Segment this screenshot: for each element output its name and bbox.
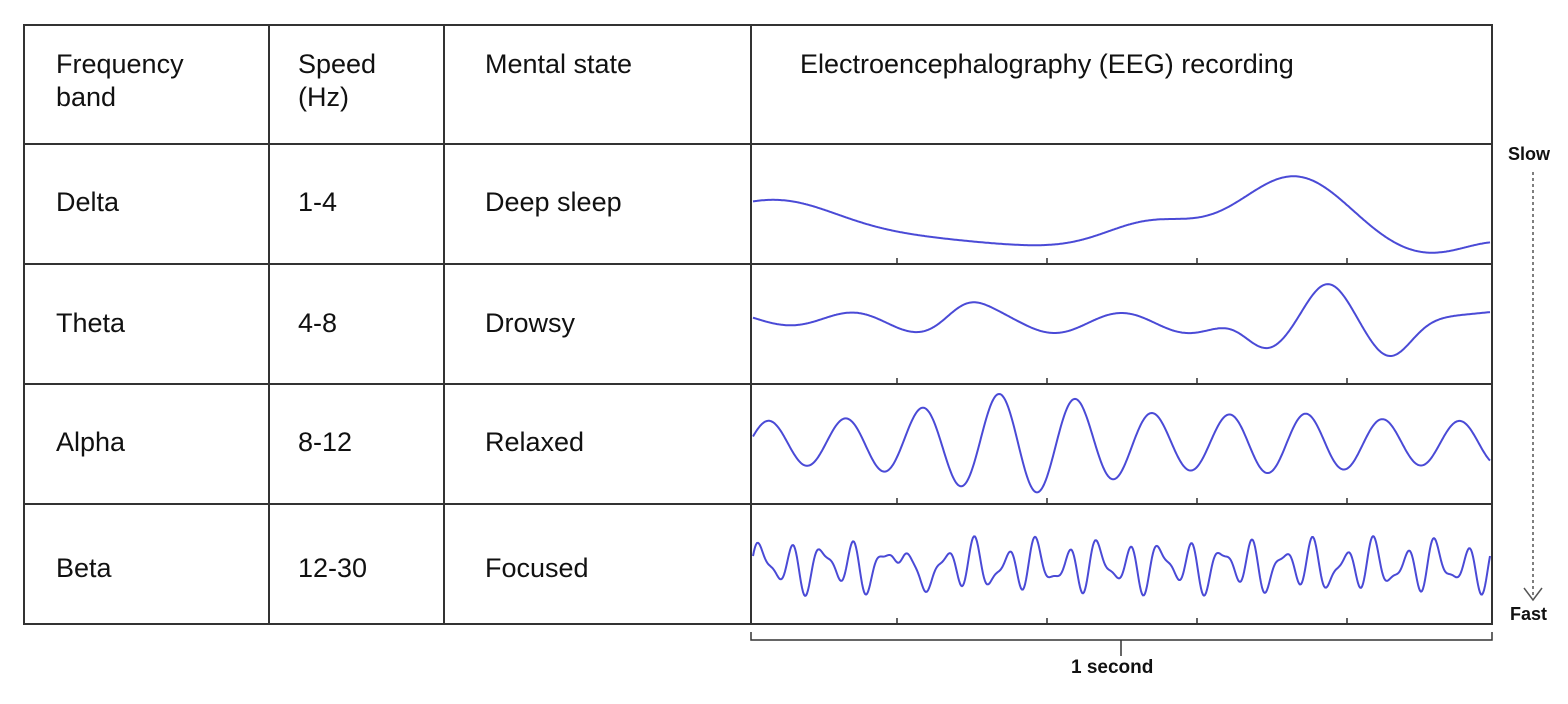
beta-wave <box>752 535 1491 597</box>
time-scale-label: 1 second <box>1071 657 1154 678</box>
alpha-wave <box>752 393 1491 494</box>
header-eeg-recording: Electroencephalography (EEG) recording <box>800 49 1294 79</box>
table-border <box>23 24 1493 625</box>
band-theta: Theta <box>56 308 126 338</box>
delta-wave <box>752 175 1491 254</box>
state-delta: Deep sleep <box>485 187 622 217</box>
speed-beta: 12-30 <box>298 553 368 583</box>
speed-alpha: 8-12 <box>298 427 353 457</box>
band-alpha: Alpha <box>56 427 126 457</box>
slow-label: Slow <box>1508 144 1551 164</box>
arrow-head-icon <box>1523 587 1543 602</box>
band-delta: Delta <box>56 187 120 217</box>
theta-wave <box>752 283 1491 357</box>
header-frequency-band: Frequency band <box>56 49 184 112</box>
speed-delta: 1-4 <box>298 187 338 217</box>
state-theta: Drowsy <box>485 308 576 338</box>
state-beta: Focused <box>485 553 589 583</box>
header-mental-state: Mental state <box>485 49 633 79</box>
header-speed: Speed (Hz) <box>298 49 377 112</box>
one-second-bracket <box>750 632 1493 656</box>
speed-theta: 4-8 <box>298 308 338 338</box>
band-beta: Beta <box>56 553 112 583</box>
fast-label: Fast <box>1510 604 1548 624</box>
state-alpha: Relaxed <box>485 427 585 457</box>
